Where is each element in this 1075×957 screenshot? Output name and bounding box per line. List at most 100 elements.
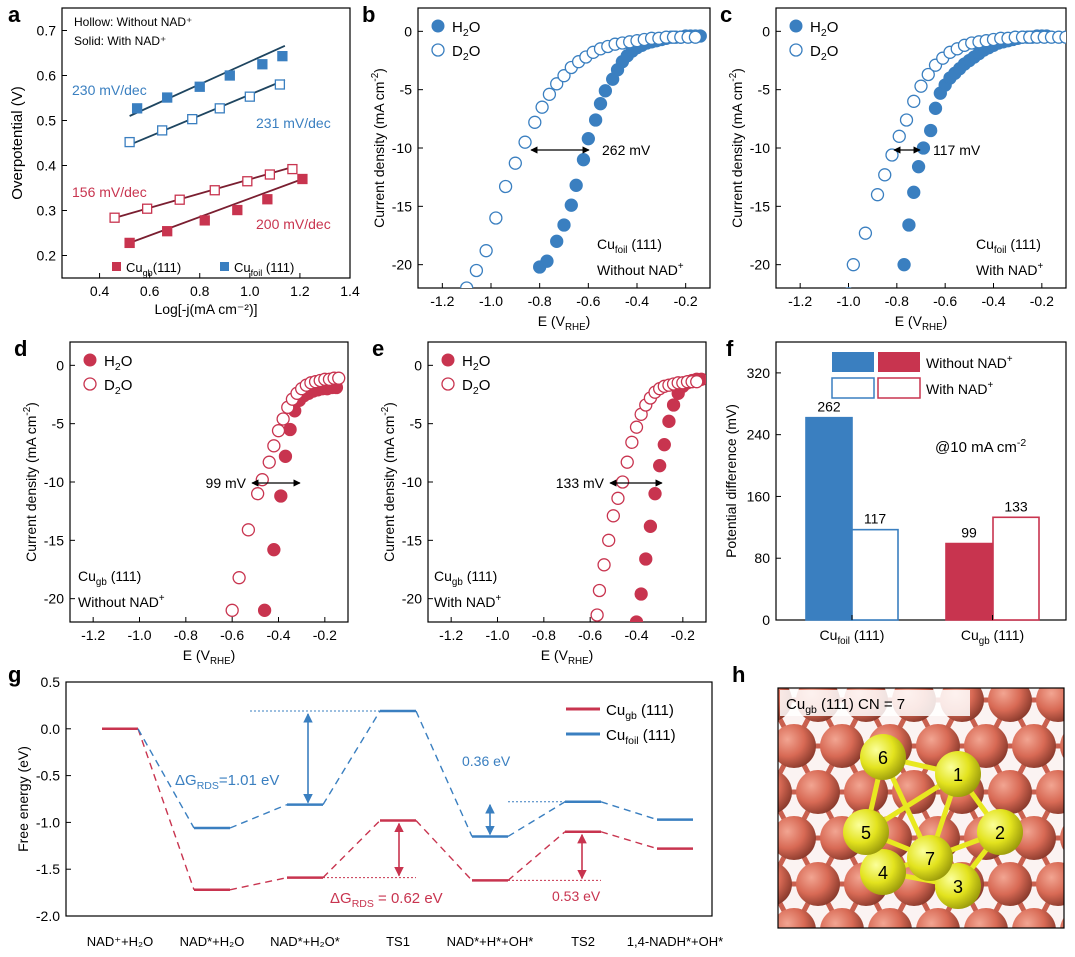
data-point <box>157 125 168 136</box>
data-point <box>615 475 630 489</box>
text-span: (111) <box>850 627 885 643</box>
data-point <box>550 77 564 91</box>
text-span: RHE <box>565 322 586 333</box>
data-group <box>590 372 706 622</box>
data-point <box>629 420 644 434</box>
text-span: D <box>810 43 821 60</box>
y-tick-label: -5 <box>400 82 413 98</box>
x-tick-label: -0.4 <box>266 627 290 643</box>
cu-atom <box>1036 688 1064 722</box>
data-point <box>460 281 474 288</box>
data-point <box>535 100 549 114</box>
data-point <box>278 449 293 463</box>
legend-note: Solid: With NAD⁺ <box>74 34 166 48</box>
text-span: -2 <box>728 73 739 82</box>
cu-atom <box>820 908 864 928</box>
y-tick-label: 0.3 <box>37 203 57 219</box>
barrier-label: 0.53 eV <box>552 888 601 904</box>
legend-marker <box>441 377 455 391</box>
x-axis-label: E (VRHE) <box>183 647 236 667</box>
legend-swatch <box>877 377 921 399</box>
connector <box>322 820 381 879</box>
connector <box>322 710 381 805</box>
x-tick-label: -1.2 <box>788 293 812 309</box>
cu-atom <box>1012 816 1056 860</box>
cu-atom <box>1060 825 1064 851</box>
x-tick-label: Cufoil (111) <box>820 627 885 647</box>
data-point <box>508 156 522 170</box>
slope-label: 156 mV/dec <box>72 184 147 200</box>
sample-label: Cugb (111) <box>78 568 141 588</box>
y-tick-label: -1.5 <box>36 861 60 877</box>
legend-label: H2O <box>462 353 490 373</box>
connector <box>137 728 195 829</box>
data-point <box>611 491 625 505</box>
x-tick-label: -0.6 <box>933 293 957 309</box>
data-group <box>845 29 1066 288</box>
condition-label: With NAD+ <box>434 593 501 610</box>
x-tick-label: -0.6 <box>220 627 244 643</box>
legend-marker <box>789 43 803 57</box>
sample-label: Cufoil (111) <box>597 236 662 256</box>
text-span: O <box>121 377 133 394</box>
text-span: gb <box>979 636 990 647</box>
data-point <box>1059 30 1066 44</box>
text-span: E (V <box>895 313 923 329</box>
x-tick-label: 1,4-NADH*+OH* <box>627 934 723 949</box>
sample-label: Cugb (111) <box>434 568 497 588</box>
data-point <box>131 103 143 114</box>
gb-atom <box>907 835 953 881</box>
text-span: (111) <box>107 568 142 584</box>
text-span: Current density (mA cm <box>381 416 397 562</box>
text-span: -2 <box>22 407 33 416</box>
y-tick-label: -5 <box>758 82 771 98</box>
data-point <box>653 459 667 473</box>
text-span: RHE <box>922 322 943 333</box>
connector <box>600 801 658 821</box>
data-point <box>648 487 662 501</box>
y-tick-label: 0.5 <box>41 674 61 690</box>
data-point <box>858 226 873 240</box>
data-point <box>902 218 916 232</box>
legend-swatch <box>831 377 875 399</box>
panel-letter: c <box>720 2 732 27</box>
legend-marker <box>431 19 445 33</box>
panel-letter: e <box>372 336 384 361</box>
data-point <box>224 70 235 81</box>
text-span: 2 <box>821 27 827 39</box>
data-point <box>885 148 899 162</box>
gb-atom <box>977 809 1023 855</box>
text-span: D <box>452 43 463 60</box>
y-tick-label: -20 <box>392 257 412 273</box>
text-span: RDS <box>352 898 374 910</box>
data-point <box>262 194 273 205</box>
connector <box>415 710 473 837</box>
data-point <box>518 135 532 149</box>
plot-frame <box>775 341 1067 621</box>
data-point <box>287 163 298 175</box>
data-group <box>460 29 707 288</box>
x-axis-label: E (VRHE) <box>541 647 594 667</box>
x-tick-label: NAD*+H*+OH* <box>447 934 534 949</box>
text-span: (111) <box>637 702 674 719</box>
x-tick-label: -0.8 <box>174 627 198 643</box>
text-span: (111) <box>463 568 498 584</box>
text-span: 2 <box>115 385 121 397</box>
text-span: (111) <box>262 260 294 275</box>
gb-atom <box>860 849 906 895</box>
panel-f: f 0 80 160 240 320 Potential difference (mV) 26… <box>723 336 1067 647</box>
text-span: Cu <box>786 696 805 713</box>
legend-marker <box>220 262 229 271</box>
x-tick-label: Cugb (111) <box>961 627 1024 647</box>
legend-label: D2O <box>452 43 480 63</box>
y-tick-label: -10 <box>392 140 412 156</box>
data-point <box>174 194 185 205</box>
cu-atom <box>1036 770 1064 814</box>
x-tick-label: -1.0 <box>479 293 503 309</box>
data-point <box>257 59 268 70</box>
atom-label: 7 <box>925 849 935 869</box>
data-point <box>267 543 281 557</box>
text-span: foil <box>837 636 850 647</box>
text-span: foil <box>615 245 628 256</box>
data-point <box>620 455 634 469</box>
